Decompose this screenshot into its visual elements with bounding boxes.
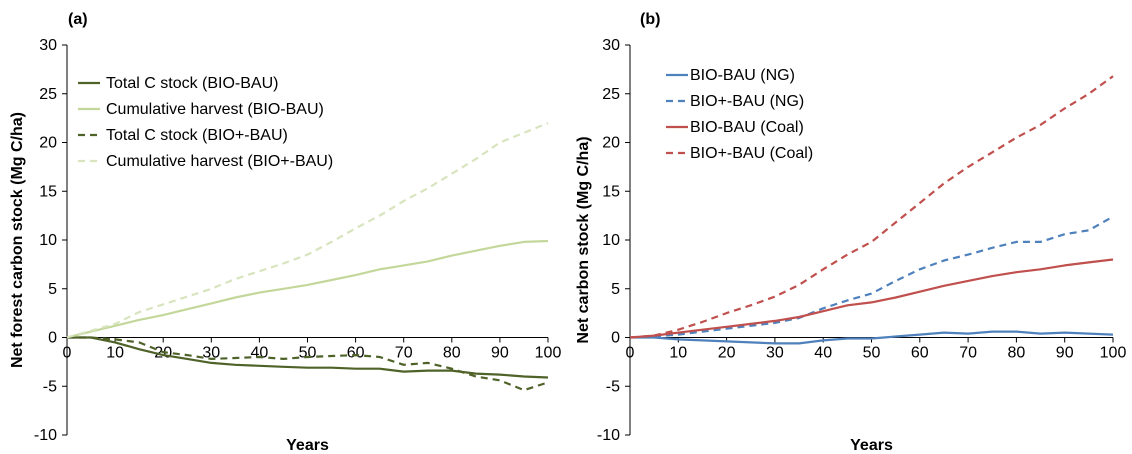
y-tick-label: 10 [602, 232, 620, 249]
x-tick-label: 90 [491, 345, 509, 362]
series-line-1 [67, 336, 549, 379]
series-line-4 [66, 121, 549, 339]
legend-label: Total C stock (BIO-BAU) [106, 75, 278, 92]
x-tick-label: 60 [347, 345, 365, 362]
x-tick-label: 80 [443, 345, 461, 362]
x-tick-label: 50 [863, 345, 881, 362]
x-tick-label: 90 [1056, 345, 1074, 362]
y-tick-label: 20 [39, 135, 57, 152]
series-line-4 [629, 75, 1114, 339]
legend-label: Cumulative harvest (BIO+-BAU) [106, 153, 333, 170]
legend-label: BIO-BAU (Coal) [690, 119, 804, 136]
series-line-1 [630, 330, 1114, 345]
x-tick-label: 20 [718, 345, 736, 362]
x-tick-label: 60 [911, 345, 929, 362]
y-axis-title: Net carbon stock (Mg C/ha) [575, 136, 592, 343]
series-line-3 [67, 336, 549, 392]
panel-b: -10 -5 0 5 10 15 20 25 30 0 10 20 30 40 50 60 70 80 90 100 B… [575, 11, 1126, 454]
x-tick-label: 50 [299, 345, 317, 362]
x-tick-label: 10 [106, 345, 124, 362]
x-axis-title: Years [286, 437, 329, 454]
x-axis-title: Years [850, 437, 893, 454]
legend-label: BIO+-BAU (NG) [690, 93, 804, 110]
y-tick-label: 25 [39, 86, 57, 103]
y-tick-label: 15 [39, 183, 57, 200]
x-tick-label: 100 [1100, 345, 1127, 362]
legend-label: Cumulative harvest (BIO-BAU) [106, 101, 324, 118]
y-tick-label: 30 [39, 37, 57, 54]
x-tick-label: 40 [251, 345, 269, 362]
y-tick-label: -10 [597, 427, 620, 444]
y-tick-label: 15 [602, 183, 620, 200]
x-tick-label: 40 [814, 345, 832, 362]
y-tick-label: -5 [43, 378, 57, 395]
legend-label: BIO+-BAU (Coal) [690, 145, 813, 162]
panel-label: (a) [68, 11, 88, 28]
series-line-2 [629, 215, 1114, 339]
x-tick-label: 70 [959, 345, 977, 362]
y-tick-label: -5 [606, 378, 620, 395]
x-tick-label: 30 [202, 345, 220, 362]
y-tick-label: 25 [602, 86, 620, 103]
series-line-3 [629, 258, 1114, 339]
y-tick-label: 30 [602, 37, 620, 54]
x-tick-label: 30 [766, 345, 784, 362]
x-tick-label: 10 [669, 345, 687, 362]
y-tick-label: 10 [39, 232, 57, 249]
y-tick-label: -10 [34, 427, 57, 444]
y-tick-label: 20 [602, 135, 620, 152]
x-tick-label: 100 [535, 345, 562, 362]
y-axis-title: Net forest carbon stock (Mg C/ha) [9, 112, 26, 368]
x-tick-label: 70 [395, 345, 413, 362]
series-line-2 [66, 239, 549, 339]
y-tick-label: 5 [48, 281, 57, 298]
legend-label: Total C stock (BIO+-BAU) [106, 127, 288, 144]
x-tick-label: 80 [1008, 345, 1026, 362]
y-tick-label: 0 [611, 330, 620, 347]
y-tick-label: 0 [48, 330, 57, 347]
panel-label: (b) [640, 11, 660, 28]
y-tick-label: 5 [611, 281, 620, 298]
legend-label: BIO-BAU (NG) [690, 67, 795, 84]
x-tick-label: 0 [63, 345, 72, 362]
x-tick-label: 0 [626, 345, 635, 362]
